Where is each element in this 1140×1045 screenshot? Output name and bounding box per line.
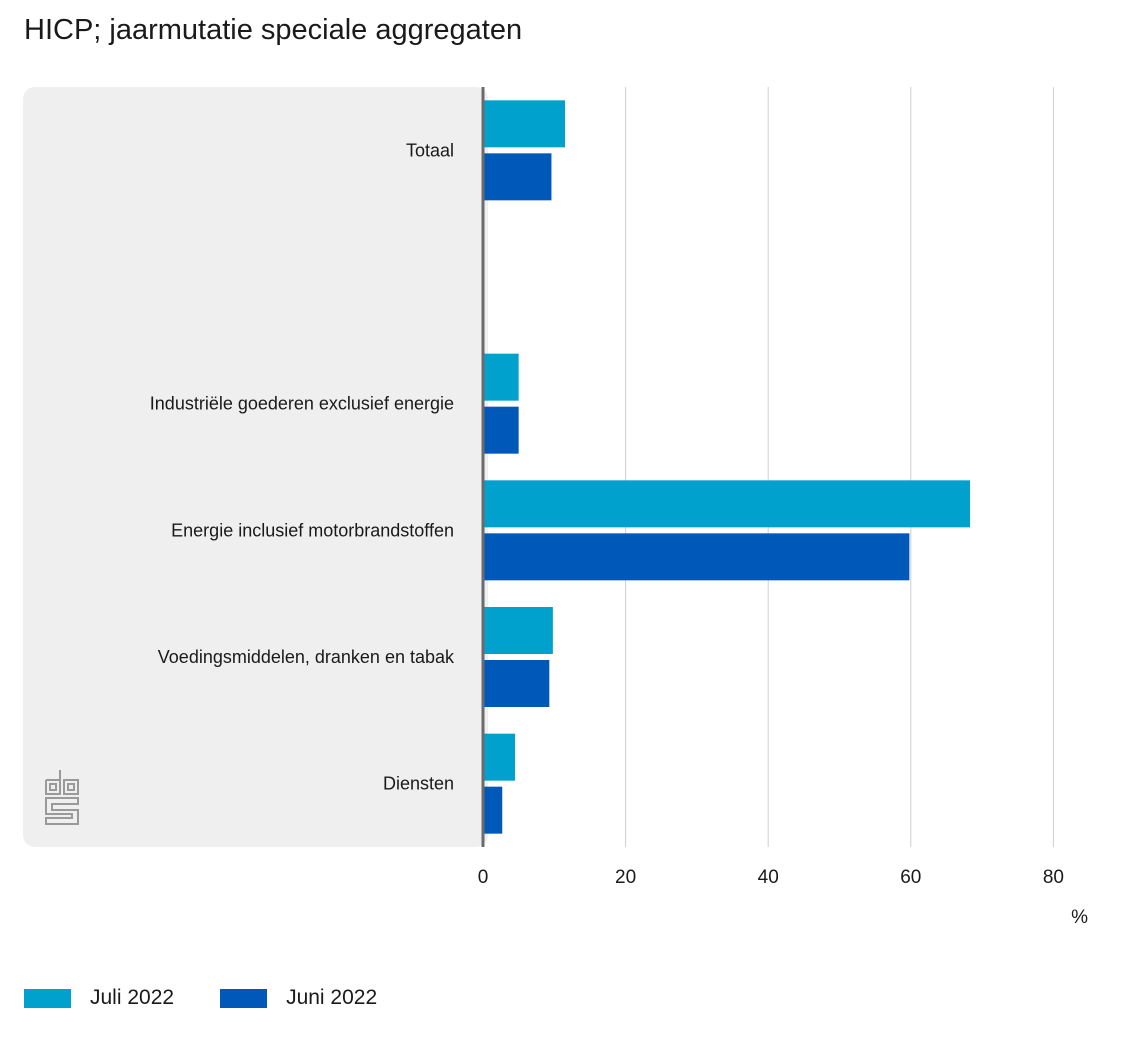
legend-swatch-juni — [220, 988, 268, 1008]
bar-juli-5[interactable] — [483, 733, 516, 781]
bar-chart: Totaal Industriële goederen exclusief ene… — [23, 87, 1088, 928]
bar-juni-5[interactable] — [483, 786, 503, 834]
legend-item-juni-2022[interactable]: Juni 2022 — [220, 986, 377, 1010]
category-label: Totaal — [406, 140, 454, 160]
bar-juni-0[interactable] — [483, 153, 552, 201]
x-axis-unit-label: % — [1071, 907, 1088, 928]
x-tick-label: 80 — [1043, 867, 1064, 888]
x-tick-label: 0 — [478, 867, 489, 888]
bar-juli-3[interactable] — [483, 480, 970, 528]
category-labels: Totaal Industriële goederen exclusief ene… — [150, 140, 455, 793]
legend-item-juli-2022[interactable]: Juli 2022 — [24, 986, 174, 1010]
category-label: Diensten — [383, 774, 454, 794]
x-tick-labels: 0 20 40 60 80 — [478, 867, 1064, 888]
bar-juni-2[interactable] — [483, 406, 519, 454]
legend-label: Juli 2022 — [90, 986, 175, 1009]
legend-swatch-juli — [24, 988, 71, 1008]
category-label: Energie inclusief motorbrandstoffen — [171, 520, 454, 540]
category-label: Voedingsmiddelen, dranken en tabak — [158, 647, 455, 667]
bar-juni-3[interactable] — [483, 533, 910, 581]
bar-juli-2[interactable] — [483, 353, 519, 401]
bar-juli-0[interactable] — [483, 100, 565, 148]
x-tick-label: 20 — [615, 867, 636, 888]
legend-label: Juni 2022 — [286, 986, 378, 1009]
bar-juli-4[interactable] — [483, 607, 553, 654]
cbs-logo-icon — [45, 770, 79, 825]
legend: Juli 2022 Juni 2022 — [24, 986, 423, 1010]
x-tick-label: 60 — [900, 867, 921, 888]
x-tick-label: 40 — [758, 867, 779, 888]
gridlines — [625, 87, 1054, 847]
bar-juni-4[interactable] — [483, 660, 550, 707]
category-panel-background — [23, 87, 488, 847]
category-label: Industriële goederen exclusief energie — [150, 394, 454, 414]
chart-title: HICP; jaarmutatie speciale aggregaten — [24, 14, 523, 46]
bars — [483, 100, 970, 834]
